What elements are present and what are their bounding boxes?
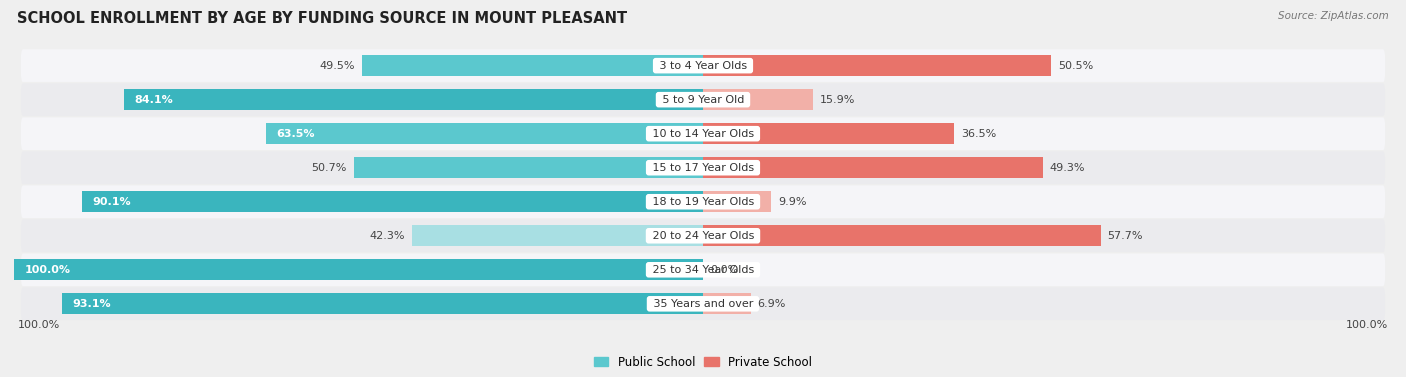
- Bar: [83, 191, 703, 212]
- Bar: [703, 89, 813, 110]
- Bar: [14, 259, 703, 280]
- FancyBboxPatch shape: [21, 185, 1385, 218]
- Bar: [266, 123, 703, 144]
- Text: 25 to 34 Year Olds: 25 to 34 Year Olds: [648, 265, 758, 275]
- Text: 18 to 19 Year Olds: 18 to 19 Year Olds: [648, 197, 758, 207]
- Text: 42.3%: 42.3%: [370, 231, 405, 241]
- Text: 100.0%: 100.0%: [1347, 320, 1389, 330]
- Text: 50.7%: 50.7%: [312, 163, 347, 173]
- Bar: [361, 55, 703, 76]
- Bar: [703, 55, 1050, 76]
- Text: 5 to 9 Year Old: 5 to 9 Year Old: [658, 95, 748, 105]
- Text: 100.0%: 100.0%: [24, 265, 70, 275]
- Legend: Public School, Private School: Public School, Private School: [593, 356, 813, 369]
- Text: 63.5%: 63.5%: [276, 129, 315, 139]
- FancyBboxPatch shape: [21, 219, 1385, 252]
- Text: 93.1%: 93.1%: [72, 299, 111, 309]
- Bar: [62, 293, 703, 314]
- Text: 100.0%: 100.0%: [17, 320, 59, 330]
- Bar: [703, 157, 1043, 178]
- Bar: [703, 225, 1101, 246]
- Text: 50.5%: 50.5%: [1057, 61, 1092, 70]
- Text: 9.9%: 9.9%: [778, 197, 807, 207]
- Text: 0.0%: 0.0%: [710, 265, 738, 275]
- Text: 6.9%: 6.9%: [758, 299, 786, 309]
- Text: 15.9%: 15.9%: [820, 95, 855, 105]
- Text: 84.1%: 84.1%: [134, 95, 173, 105]
- Text: SCHOOL ENROLLMENT BY AGE BY FUNDING SOURCE IN MOUNT PLEASANT: SCHOOL ENROLLMENT BY AGE BY FUNDING SOUR…: [17, 11, 627, 26]
- FancyBboxPatch shape: [21, 152, 1385, 184]
- Bar: [124, 89, 703, 110]
- Bar: [354, 157, 703, 178]
- Text: 20 to 24 Year Olds: 20 to 24 Year Olds: [648, 231, 758, 241]
- Text: 10 to 14 Year Olds: 10 to 14 Year Olds: [648, 129, 758, 139]
- Text: 3 to 4 Year Olds: 3 to 4 Year Olds: [655, 61, 751, 70]
- Text: 35 Years and over: 35 Years and over: [650, 299, 756, 309]
- FancyBboxPatch shape: [21, 117, 1385, 150]
- Text: 57.7%: 57.7%: [1108, 231, 1143, 241]
- FancyBboxPatch shape: [21, 83, 1385, 116]
- FancyBboxPatch shape: [21, 253, 1385, 286]
- FancyBboxPatch shape: [21, 49, 1385, 82]
- Text: 49.3%: 49.3%: [1049, 163, 1085, 173]
- Bar: [703, 123, 955, 144]
- FancyBboxPatch shape: [21, 288, 1385, 320]
- Bar: [703, 293, 751, 314]
- Bar: [703, 191, 772, 212]
- Text: 15 to 17 Year Olds: 15 to 17 Year Olds: [648, 163, 758, 173]
- Text: 36.5%: 36.5%: [962, 129, 997, 139]
- Text: 49.5%: 49.5%: [319, 61, 356, 70]
- Bar: [412, 225, 703, 246]
- Text: 90.1%: 90.1%: [93, 197, 131, 207]
- Text: Source: ZipAtlas.com: Source: ZipAtlas.com: [1278, 11, 1389, 21]
